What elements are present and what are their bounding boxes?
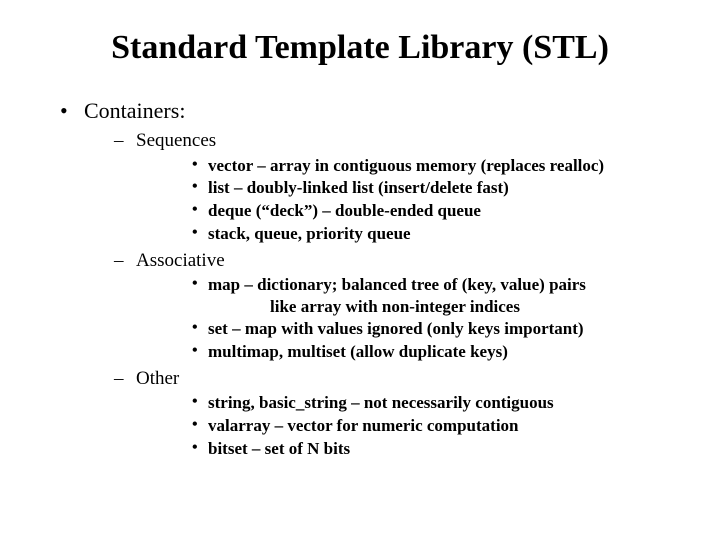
lvl2-heading: Other (136, 368, 179, 389)
page-title: Standard Template Library (STL) (50, 28, 670, 67)
list-item: map – dictionary; balanced tree of (key,… (136, 274, 670, 318)
bullet-text: set – map with values ignored (only keys… (208, 319, 584, 338)
list-item: stack, queue, priority queue (136, 223, 670, 245)
list-level-3: map – dictionary; balanced tree of (key,… (136, 274, 670, 363)
bullet-text: map – dictionary; balanced tree of (key,… (208, 275, 586, 294)
list-item: vector – array in contiguous memory (rep… (136, 155, 670, 177)
list-item: set – map with values ignored (only keys… (136, 318, 670, 340)
list-item: Associative map – dictionary; balanced t… (84, 249, 670, 363)
list-item: bitset – set of N bits (136, 438, 670, 460)
bullet-text: multimap, multiset (allow duplicate keys… (208, 342, 508, 361)
list-item: list – doubly-linked list (insert/delete… (136, 177, 670, 199)
bullet-text: vector – array in contiguous memory (rep… (208, 156, 604, 175)
bullet-continuation: like array with non-integer indices (208, 296, 670, 318)
list-item: string, basic_string – not necessarily c… (136, 392, 670, 414)
bullet-text: stack, queue, priority queue (208, 224, 411, 243)
list-level-2: Sequences vector – array in contiguous m… (84, 129, 670, 459)
list-level-1: Containers: Sequences vector – array in … (50, 97, 670, 459)
bullet-text: bitset – set of N bits (208, 439, 350, 458)
list-item: deque (“deck”) – double-ended queue (136, 200, 670, 222)
lvl1-label: Containers: (84, 98, 185, 123)
list-item: valarray – vector for numeric computatio… (136, 415, 670, 437)
bullet-text: list – doubly-linked list (insert/delete… (208, 178, 509, 197)
bullet-text: valarray – vector for numeric computatio… (208, 416, 519, 435)
bullet-text: deque (“deck”) – double-ended queue (208, 201, 481, 220)
list-level-3: string, basic_string – not necessarily c… (136, 392, 670, 459)
list-item: multimap, multiset (allow duplicate keys… (136, 341, 670, 363)
list-item: Containers: Sequences vector – array in … (50, 97, 670, 459)
bullet-text: string, basic_string – not necessarily c… (208, 393, 554, 412)
list-item: Other string, basic_string – not necessa… (84, 367, 670, 460)
slide: Standard Template Library (STL) Containe… (0, 0, 720, 540)
list-item: Sequences vector – array in contiguous m… (84, 129, 670, 244)
lvl2-heading: Sequences (136, 130, 216, 151)
list-level-3: vector – array in contiguous memory (rep… (136, 155, 670, 245)
lvl2-heading: Associative (136, 250, 225, 271)
